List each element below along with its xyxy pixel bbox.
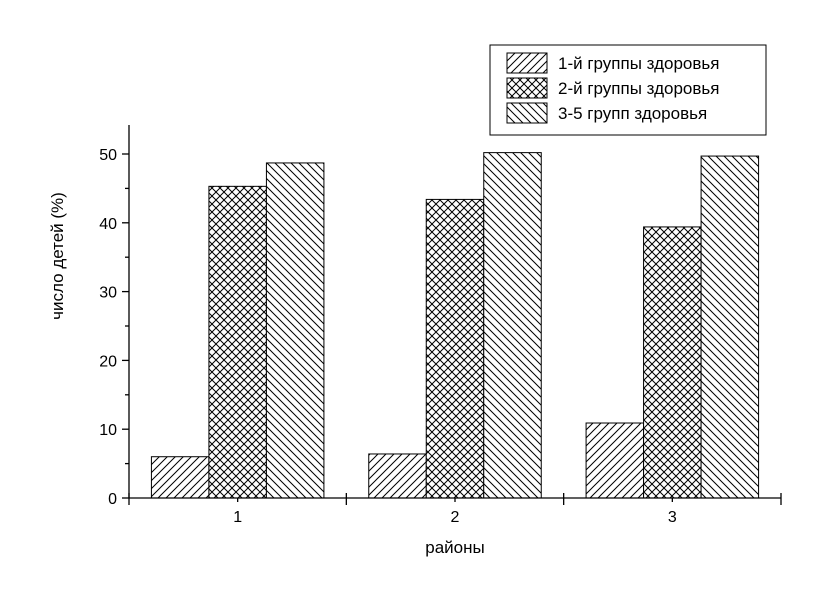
y-tick-label: 50 (99, 147, 117, 164)
y-tick-label: 20 (99, 353, 117, 370)
bar-3-series-2 (643, 226, 702, 499)
y-tick-label: 30 (99, 285, 117, 302)
y-tick-label: 40 (99, 216, 117, 233)
bar-1-series-1 (150, 456, 210, 499)
legend-label-3: 3-5 групп здоровья (558, 104, 707, 123)
bar-2-series-2 (425, 198, 485, 499)
bar-2-series-3 (483, 152, 542, 499)
y-tick-label: 10 (99, 422, 117, 439)
x-axis-label: районы (425, 538, 484, 557)
bars-group (150, 152, 760, 499)
y-tick-label: 0 (108, 491, 117, 508)
bar-3-series-1 (585, 422, 645, 499)
bar-1-series-3 (265, 162, 325, 499)
x-tick-label: 2 (451, 509, 460, 526)
bar-3-series-3 (700, 155, 760, 499)
y-axis-label: число детей (%) (48, 192, 67, 320)
legend-label-1: 1-й группы здоровья (558, 54, 719, 73)
x-tick-label: 1 (233, 509, 242, 526)
x-tick-label: 3 (668, 509, 677, 526)
y-ticks: 0 10 20 30 40 50 (99, 147, 129, 508)
x-ticks: 1 2 3 (128, 493, 782, 526)
legend-swatch-3 (506, 102, 548, 124)
legend: 1-й группы здоровья 2-й группы здоровья 3-… (489, 44, 767, 136)
legend-swatch-1 (506, 52, 548, 74)
bar-2-series-1 (368, 453, 427, 499)
bar-1-series-2 (208, 185, 267, 499)
legend-label-2: 2-й группы здоровья (558, 79, 719, 98)
legend-swatch-2 (506, 77, 548, 99)
